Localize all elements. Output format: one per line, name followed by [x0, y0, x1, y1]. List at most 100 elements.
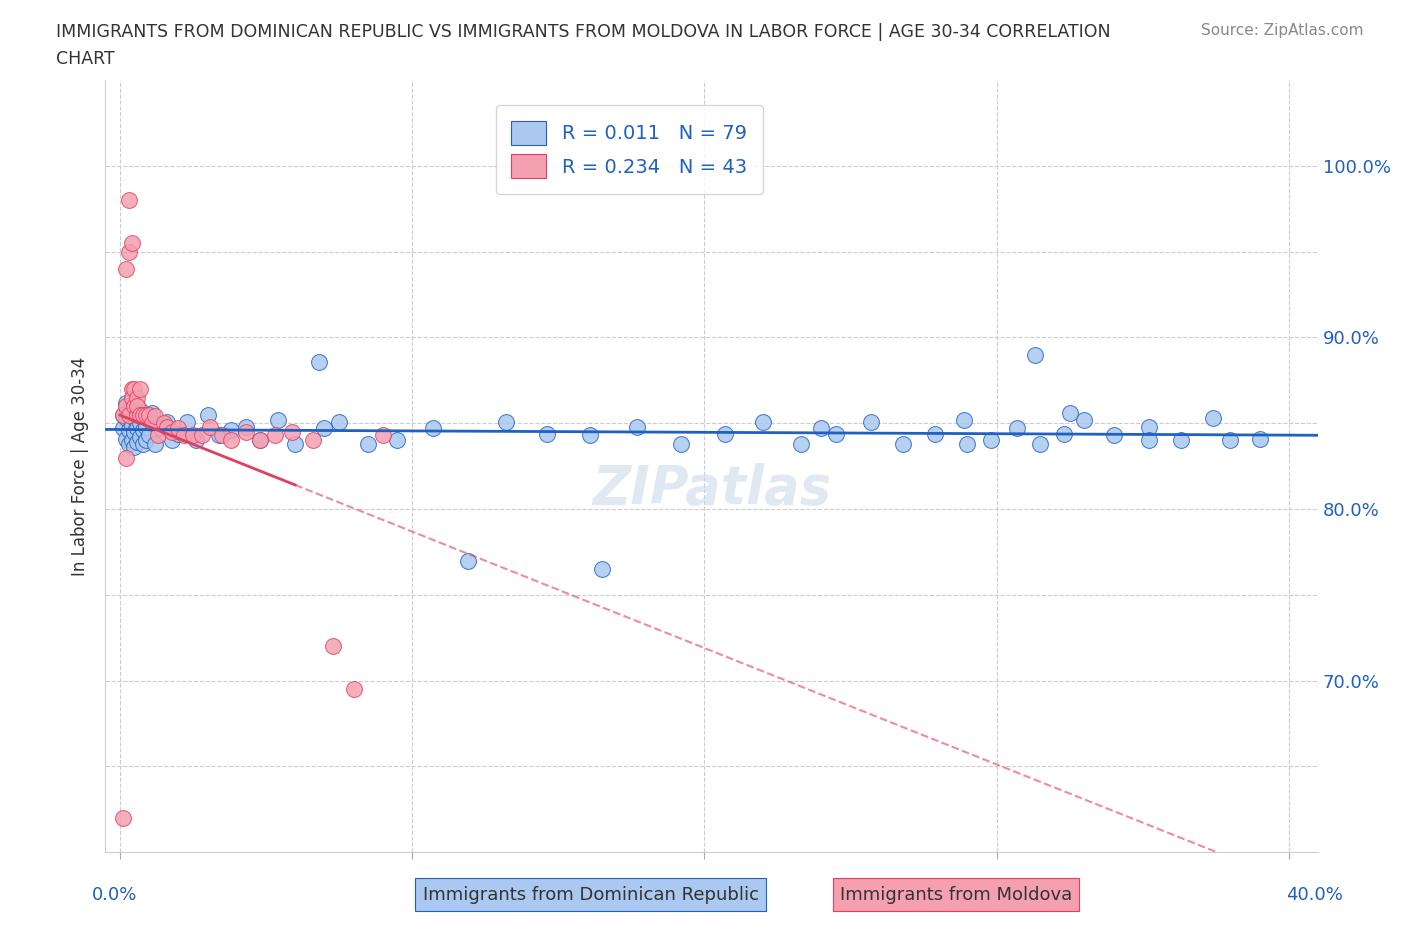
Text: Source: ZipAtlas.com: Source: ZipAtlas.com: [1201, 23, 1364, 38]
Point: [301, 433, 323, 448]
Point: [1053, 426, 1076, 441]
Point: [184, 433, 207, 448]
Point: [495, 414, 517, 429]
Point: [117, 436, 139, 451]
Point: [825, 426, 848, 441]
Point: [114, 411, 136, 426]
Point: [155, 419, 177, 434]
Point: [980, 433, 1002, 448]
Point: [117, 407, 139, 422]
Point: [591, 562, 613, 577]
Point: [111, 811, 134, 826]
Point: [117, 245, 139, 259]
Point: [117, 423, 139, 438]
Text: ZIPatlas: ZIPatlas: [592, 463, 831, 515]
Point: [121, 392, 143, 406]
Point: [714, 426, 737, 441]
Point: [117, 404, 139, 418]
Point: [810, 421, 832, 436]
Point: [121, 390, 143, 405]
Point: [124, 440, 146, 455]
Point: [579, 428, 602, 443]
Point: [162, 433, 184, 448]
Point: [1024, 347, 1046, 362]
Point: [121, 381, 143, 396]
Point: [127, 407, 149, 422]
Point: [114, 395, 136, 410]
Point: [124, 381, 146, 396]
Point: [1102, 428, 1125, 443]
Point: [129, 402, 152, 417]
Point: [200, 419, 222, 434]
Point: [111, 421, 134, 436]
Point: [322, 639, 344, 654]
Point: [127, 434, 149, 449]
Point: [141, 405, 163, 420]
Point: [859, 414, 882, 429]
Point: [124, 411, 146, 426]
Point: [149, 421, 172, 436]
Point: [124, 399, 146, 414]
Point: [197, 407, 219, 422]
Point: [127, 421, 149, 436]
Point: [1073, 412, 1095, 427]
Text: 40.0%: 40.0%: [1286, 885, 1343, 904]
Point: [127, 399, 149, 414]
Point: [219, 433, 242, 448]
Point: [181, 428, 204, 443]
Point: [114, 399, 136, 414]
Point: [121, 404, 143, 418]
Point: [328, 414, 350, 429]
Point: [208, 428, 231, 443]
Point: [135, 433, 157, 448]
Point: [308, 354, 330, 369]
Point: [138, 407, 160, 422]
Point: [121, 235, 143, 250]
Point: [143, 436, 166, 451]
Point: [1059, 405, 1081, 420]
Point: [387, 433, 409, 448]
Point: [314, 421, 336, 436]
Point: [127, 407, 149, 422]
Text: Immigrants from Moldova: Immigrants from Moldova: [839, 885, 1073, 904]
Point: [371, 428, 394, 443]
Point: [129, 416, 152, 431]
Point: [357, 436, 380, 451]
Point: [752, 414, 775, 429]
Point: [152, 416, 174, 431]
Point: [114, 432, 136, 446]
Point: [146, 428, 169, 443]
Point: [211, 428, 233, 443]
Point: [263, 428, 285, 443]
Point: [284, 436, 307, 451]
Point: [235, 419, 257, 434]
Point: [124, 397, 146, 412]
Point: [1029, 436, 1052, 451]
Point: [143, 409, 166, 424]
Point: [127, 390, 149, 405]
Point: [167, 421, 190, 436]
Point: [266, 412, 288, 427]
Point: [173, 428, 195, 443]
Point: [457, 553, 479, 568]
Legend: R = 0.011   N = 79, R = 0.234   N = 43: R = 0.011 N = 79, R = 0.234 N = 43: [496, 105, 762, 193]
Point: [669, 436, 692, 451]
Point: [924, 426, 946, 441]
Point: [117, 193, 139, 207]
Point: [135, 407, 157, 422]
Point: [167, 426, 190, 441]
Text: Immigrants from Dominican Republic: Immigrants from Dominican Republic: [423, 885, 758, 904]
Point: [141, 416, 163, 431]
Point: [235, 424, 257, 439]
Point: [536, 426, 558, 441]
Point: [249, 433, 271, 448]
Point: [190, 428, 212, 443]
Point: [132, 423, 155, 438]
Point: [176, 414, 198, 429]
Text: IMMIGRANTS FROM DOMINICAN REPUBLIC VS IMMIGRANTS FROM MOLDOVA IN LABOR FORCE | A: IMMIGRANTS FROM DOMINICAN REPUBLIC VS IM…: [56, 23, 1111, 68]
Point: [135, 419, 157, 434]
Point: [124, 424, 146, 439]
Point: [114, 261, 136, 276]
Point: [1137, 433, 1160, 448]
Point: [790, 436, 813, 451]
